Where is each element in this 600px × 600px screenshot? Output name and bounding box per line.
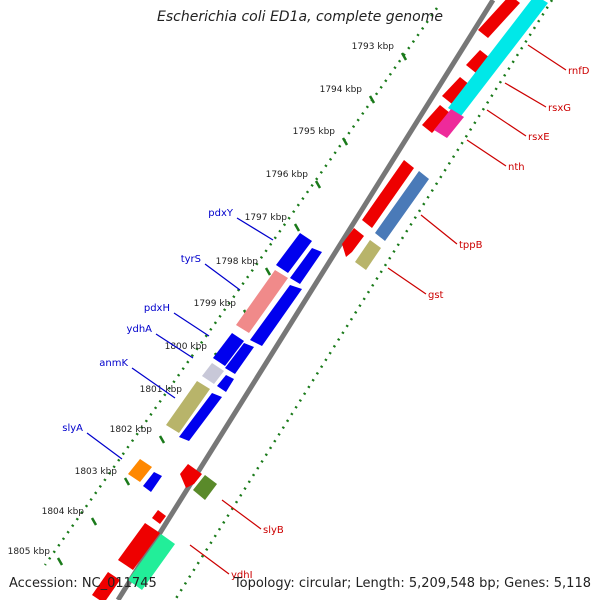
gene-leader-line: [236, 217, 274, 241]
tick-label: 1801 kbp: [140, 385, 183, 395]
gene-ydhI-red: [152, 510, 166, 524]
gene-ydhA: [225, 343, 254, 374]
tick-label: 1804 kbp: [42, 507, 85, 517]
gene-labels-left: pdxY tyrS pdxH ydhA anmK slyA: [62, 208, 274, 460]
tick-mark: [123, 477, 131, 486]
tick-mark: [368, 95, 376, 104]
gene-slyA-orange: [128, 459, 152, 482]
gene-leader-line: [466, 139, 507, 167]
genome-title: Escherichia coli ED1a, complete genome: [157, 9, 443, 25]
gene-features-left: [128, 233, 322, 492]
tick-label: 1805 kbp: [8, 547, 51, 557]
genome-summary: Topology: circular; Length: 5,209,548 bp…: [233, 576, 591, 591]
gene-anmK-silver: [202, 363, 224, 384]
tick-label: 1799 kbp: [194, 299, 237, 309]
gene-khaki-long: [166, 381, 210, 433]
tick-label: 1794 kbp: [320, 85, 363, 95]
tick-label: 1803 kbp: [75, 467, 118, 477]
gene-block-a: [422, 105, 450, 133]
tick-mark: [264, 267, 272, 276]
gene-leader-line: [204, 263, 241, 291]
gene-cyan-long: [448, 0, 548, 116]
gene-leader-line: [420, 214, 458, 245]
gene-rsxE-block: [442, 77, 470, 104]
gene-leader-line: [155, 333, 194, 359]
tick-label: 1800 kbp: [165, 342, 208, 352]
gene-label-ydhA: ydhA: [127, 324, 153, 335]
gene-ydhI-mint: [128, 534, 175, 590]
tick-label: 1793 kbp: [352, 42, 395, 52]
tick-label: 1798 kbp: [216, 257, 259, 267]
gene-label-rnfD: rnfD: [568, 66, 590, 77]
gene-magenta: [434, 109, 464, 138]
tick-mark: [293, 223, 301, 232]
gene-tyrS-blue: [250, 285, 302, 346]
gene-leader-line: [387, 267, 427, 295]
scale-line-left: [43, 7, 439, 566]
tick-mark: [158, 435, 166, 444]
gene-ydhI-red2: [118, 523, 160, 570]
tick-label: 1797 kbp: [245, 213, 288, 223]
gene-slyB-red: [180, 464, 202, 488]
tick-mark: [341, 137, 349, 146]
gene-pdxH: [213, 333, 244, 366]
tick-label: 1795 kbp: [293, 127, 336, 137]
gene-tppB-red: [362, 160, 414, 228]
gene-label-anmK: anmK: [99, 358, 128, 369]
gene-label-nth: nth: [508, 162, 525, 173]
gene-pdxY-a: [276, 233, 312, 273]
accession-label: Accession: NC_011745: [9, 576, 157, 591]
gene-label-tyrS: tyrS: [181, 254, 201, 265]
gene-leader-line: [131, 367, 176, 399]
gene-slyA-blue: [143, 472, 162, 492]
gene-gst-khaki: [355, 240, 381, 270]
gene-leader-line: [504, 82, 547, 108]
gene-label-gst: gst: [428, 290, 444, 301]
gene-leader-line: [86, 432, 123, 460]
gene-slyB-olive: [193, 475, 217, 500]
gene-label-ydhI: ydhI: [231, 570, 253, 581]
gene-label-slyB: slyB: [263, 525, 284, 536]
gene-tyrS-salmon: [236, 270, 288, 333]
gene-label-pdxY: pdxY: [208, 208, 234, 219]
gene-ydhI-red3: [92, 572, 120, 600]
tick-label: 1796 kbp: [266, 170, 309, 180]
gene-anmK-blue: [217, 375, 234, 392]
gene-label-pdxH: pdxH: [144, 303, 170, 314]
tick-label: 1802 kbp: [110, 425, 153, 435]
gene-leader-line: [221, 499, 262, 530]
gene-pdxY-b: [290, 248, 322, 284]
gene-rnfD-block: [478, 0, 520, 38]
gene-rsxG-block: [466, 50, 490, 73]
tick-marks: [56, 52, 408, 566]
gene-tppB-blue: [375, 171, 429, 241]
gene-leader-line: [527, 44, 567, 71]
gene-label-tppB: tppB: [459, 240, 483, 251]
gene-features-right: [92, 0, 548, 600]
genome-backbone: [115, 0, 496, 600]
gene-leader-line: [189, 544, 230, 575]
gene-label-rsxG: rsxG: [548, 103, 571, 114]
tick-mark: [56, 557, 64, 566]
tick-mark: [90, 517, 98, 526]
tick-labels: 1793 kbp 1794 kbp 1795 kbp 1796 kbp 1797 kbp…: [8, 42, 395, 557]
gene-labels-right: rnfD rsxG rsxE nth tppB gst slyB ydhI: [189, 44, 590, 581]
gene-label-rsxE: rsxE: [528, 132, 550, 143]
gene-leader-line: [173, 312, 210, 337]
gene-label-slyA: slyA: [62, 423, 83, 434]
gene-leader-line: [486, 109, 527, 137]
tick-mark: [314, 180, 322, 189]
tick-mark: [400, 52, 408, 61]
gene-blue-long: [179, 393, 222, 441]
gene-gst-red: [342, 228, 364, 257]
